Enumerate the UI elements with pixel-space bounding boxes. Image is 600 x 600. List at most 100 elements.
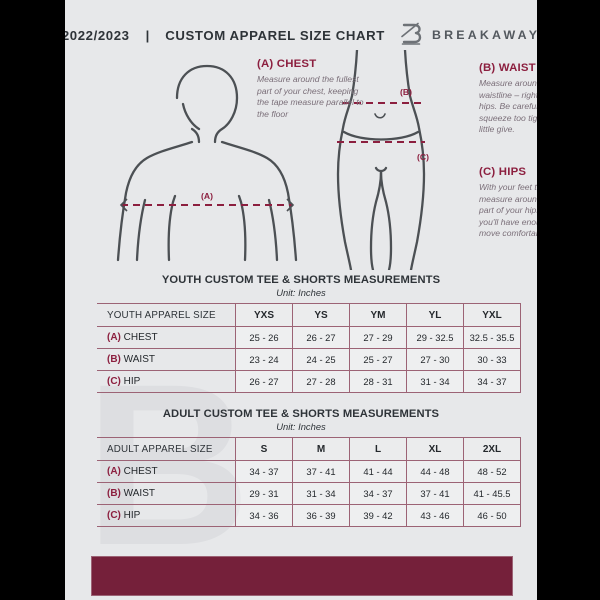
hips-body-text: With your feet together, measure around … — [479, 182, 537, 239]
table-row: (B) WAIST 29 - 31 31 - 34 34 - 37 37 - 4… — [97, 482, 521, 505]
upper-body-figure — [116, 64, 298, 262]
adult-cell-1-1: 31 - 34 — [292, 482, 350, 505]
adult-row-1-name: WAIST — [123, 488, 155, 499]
chest-body-text: Measure around the fullest part of your … — [257, 74, 364, 119]
footer-band — [91, 556, 513, 596]
adult-cell-2-0: 34 - 36 — [235, 504, 293, 527]
waist-description: (B) WAIST Measure around your natural wa… — [479, 62, 537, 136]
body-figures-illustration: (A) (B) (C) — [116, 50, 429, 270]
youth-row-0-label: (A) CHEST — [97, 326, 236, 349]
adult-cell-1-0: 29 - 31 — [235, 482, 293, 505]
youth-row-2-label: (C) HIP — [97, 370, 236, 393]
adult-col-1: M — [292, 437, 350, 461]
adult-row-0-code: (A) — [107, 466, 121, 477]
lower-body-figure — [336, 50, 426, 270]
youth-cell-2-1: 27 - 28 — [292, 370, 350, 393]
table-row: (C) HIP 26 - 27 27 - 28 28 - 31 31 - 34 … — [97, 370, 521, 393]
youth-col-2: YM — [349, 303, 407, 327]
youth-row-0-code: (A) — [107, 332, 121, 343]
adult-row-header: ADULT APPAREL SIZE — [97, 437, 236, 461]
table-row: (A) CHEST 25 - 26 26 - 27 27 - 29 29 - 3… — [97, 326, 521, 349]
chest-heading: (A) CHEST — [257, 58, 317, 70]
adult-cell-1-4: 41 - 45.5 — [463, 482, 521, 505]
youth-table-block: YOUTH CUSTOM TEE & SHORTS MEASUREMENTS U… — [97, 274, 521, 393]
table-row: (A) CHEST 34 - 37 37 - 41 41 - 44 44 - 4… — [97, 460, 521, 483]
youth-table-unit: Unit: Inches — [276, 287, 326, 298]
youth-size-table: YOUTH APPAREL SIZE YXS YS YM YL YXL (A) … — [97, 303, 521, 393]
waist-body-text: Measure around your natural waistline – … — [479, 78, 537, 135]
youth-row-1-name: WAIST — [123, 354, 155, 365]
measurement-diagrams: (A) (B) (C) — [65, 50, 537, 270]
youth-col-3: YL — [406, 303, 464, 327]
youth-cell-0-1: 26 - 27 — [292, 326, 350, 349]
table-row: (C) HIP 34 - 36 36 - 39 39 - 42 43 - 46 … — [97, 504, 521, 527]
youth-row-2-code: (C) — [107, 376, 121, 387]
page-title: CUSTOM APPAREL SIZE CHART — [165, 27, 385, 43]
youth-cell-0-3: 29 - 32.5 — [406, 326, 464, 349]
youth-cell-0-0: 25 - 26 — [235, 326, 293, 349]
youth-row-header: YOUTH APPAREL SIZE — [97, 303, 236, 327]
brand-logo: BREAKAWAY — [399, 21, 537, 49]
youth-row-1-code: (B) — [107, 354, 121, 365]
adult-header-row: ADULT APPAREL SIZE S M L XL 2XL — [97, 437, 521, 461]
navel-mark — [374, 113, 386, 119]
waist-marker-label: (B) — [400, 87, 412, 97]
youth-row-2-name: HIP — [123, 376, 141, 387]
header-season: 2022/2023 — [65, 27, 130, 43]
adult-cell-1-3: 37 - 41 — [406, 482, 464, 505]
youth-header-row: YOUTH APPAREL SIZE YXS YS YM YL YXL — [97, 303, 521, 327]
adult-col-4: 2XL — [463, 437, 521, 461]
youth-cell-2-2: 28 - 31 — [349, 370, 407, 393]
youth-row-0-name: CHEST — [123, 332, 158, 343]
adult-row-0-label: (A) CHEST — [97, 460, 236, 483]
youth-cell-1-0: 23 - 24 — [235, 348, 293, 371]
adult-table-title: ADULT CUSTOM TEE & SHORTS MEASUREMENTS — [162, 408, 440, 420]
youth-cell-2-0: 26 - 27 — [235, 370, 293, 393]
hips-heading: (C) HIPS — [479, 166, 527, 178]
youth-col-0: YXS — [235, 303, 293, 327]
page-header: 2022/2023 | CUSTOM APPAREL SIZE CHART BR… — [65, 18, 537, 52]
adult-table-unit: Unit: Inches — [276, 421, 326, 432]
chest-description: (A) CHEST Measure around the fullest par… — [257, 58, 365, 120]
adult-table-block: ADULT CUSTOM TEE & SHORTS MEASUREMENTS U… — [97, 408, 521, 527]
adult-cell-0-1: 37 - 41 — [292, 460, 350, 483]
youth-cell-1-2: 25 - 27 — [349, 348, 407, 371]
brand-name: BREAKAWAY — [431, 28, 537, 42]
chest-marker-label: (A) — [201, 191, 213, 201]
table-row: (B) WAIST 23 - 24 24 - 25 25 - 27 27 - 3… — [97, 348, 521, 371]
youth-cell-2-4: 34 - 37 — [463, 370, 521, 393]
adult-col-0: S — [235, 437, 293, 461]
adult-cell-2-1: 36 - 39 — [292, 504, 350, 527]
adult-col-2: L — [349, 437, 407, 461]
adult-cell-2-4: 46 - 50 — [463, 504, 521, 527]
adult-cell-1-2: 34 - 37 — [349, 482, 407, 505]
adult-cell-0-2: 41 - 44 — [349, 460, 407, 483]
youth-cell-0-2: 27 - 29 — [349, 326, 407, 349]
adult-row-0-name: CHEST — [123, 466, 158, 477]
size-chart-page: B 2022/2023 | CUSTOM APPAREL SIZE CHART … — [65, 0, 537, 600]
youth-cell-2-3: 31 - 34 — [406, 370, 464, 393]
waist-heading: (B) WAIST — [479, 62, 536, 74]
youth-cell-1-3: 27 - 30 — [406, 348, 464, 371]
adult-row-1-code: (B) — [107, 488, 121, 499]
adult-row-1-label: (B) WAIST — [97, 482, 236, 505]
youth-col-1: YS — [292, 303, 350, 327]
adult-cell-0-4: 48 - 52 — [463, 460, 521, 483]
youth-cell-0-4: 32.5 - 35.5 — [463, 326, 521, 349]
hip-marker-label: (C) — [417, 152, 429, 162]
chest-measure-line — [119, 198, 295, 212]
adult-cell-0-3: 44 - 48 — [406, 460, 464, 483]
adult-col-3: XL — [406, 437, 464, 461]
adult-size-table: ADULT APPAREL SIZE S M L XL 2XL (A) CHES… — [97, 437, 521, 527]
header-separator: | — [145, 27, 150, 43]
youth-col-4: YXL — [463, 303, 521, 327]
adult-cell-0-0: 34 - 37 — [235, 460, 293, 483]
youth-table-title: YOUTH CUSTOM TEE & SHORTS MEASUREMENTS — [161, 274, 441, 286]
adult-row-2-name: HIP — [123, 510, 141, 521]
youth-cell-1-4: 30 - 33 — [463, 348, 521, 371]
adult-row-2-label: (C) HIP — [97, 504, 236, 527]
youth-cell-1-1: 24 - 25 — [292, 348, 350, 371]
breakaway-b-monogram-icon — [401, 22, 422, 45]
hips-description: (C) HIPS With your feet together, measur… — [479, 166, 537, 240]
adult-cell-2-3: 43 - 46 — [406, 504, 464, 527]
